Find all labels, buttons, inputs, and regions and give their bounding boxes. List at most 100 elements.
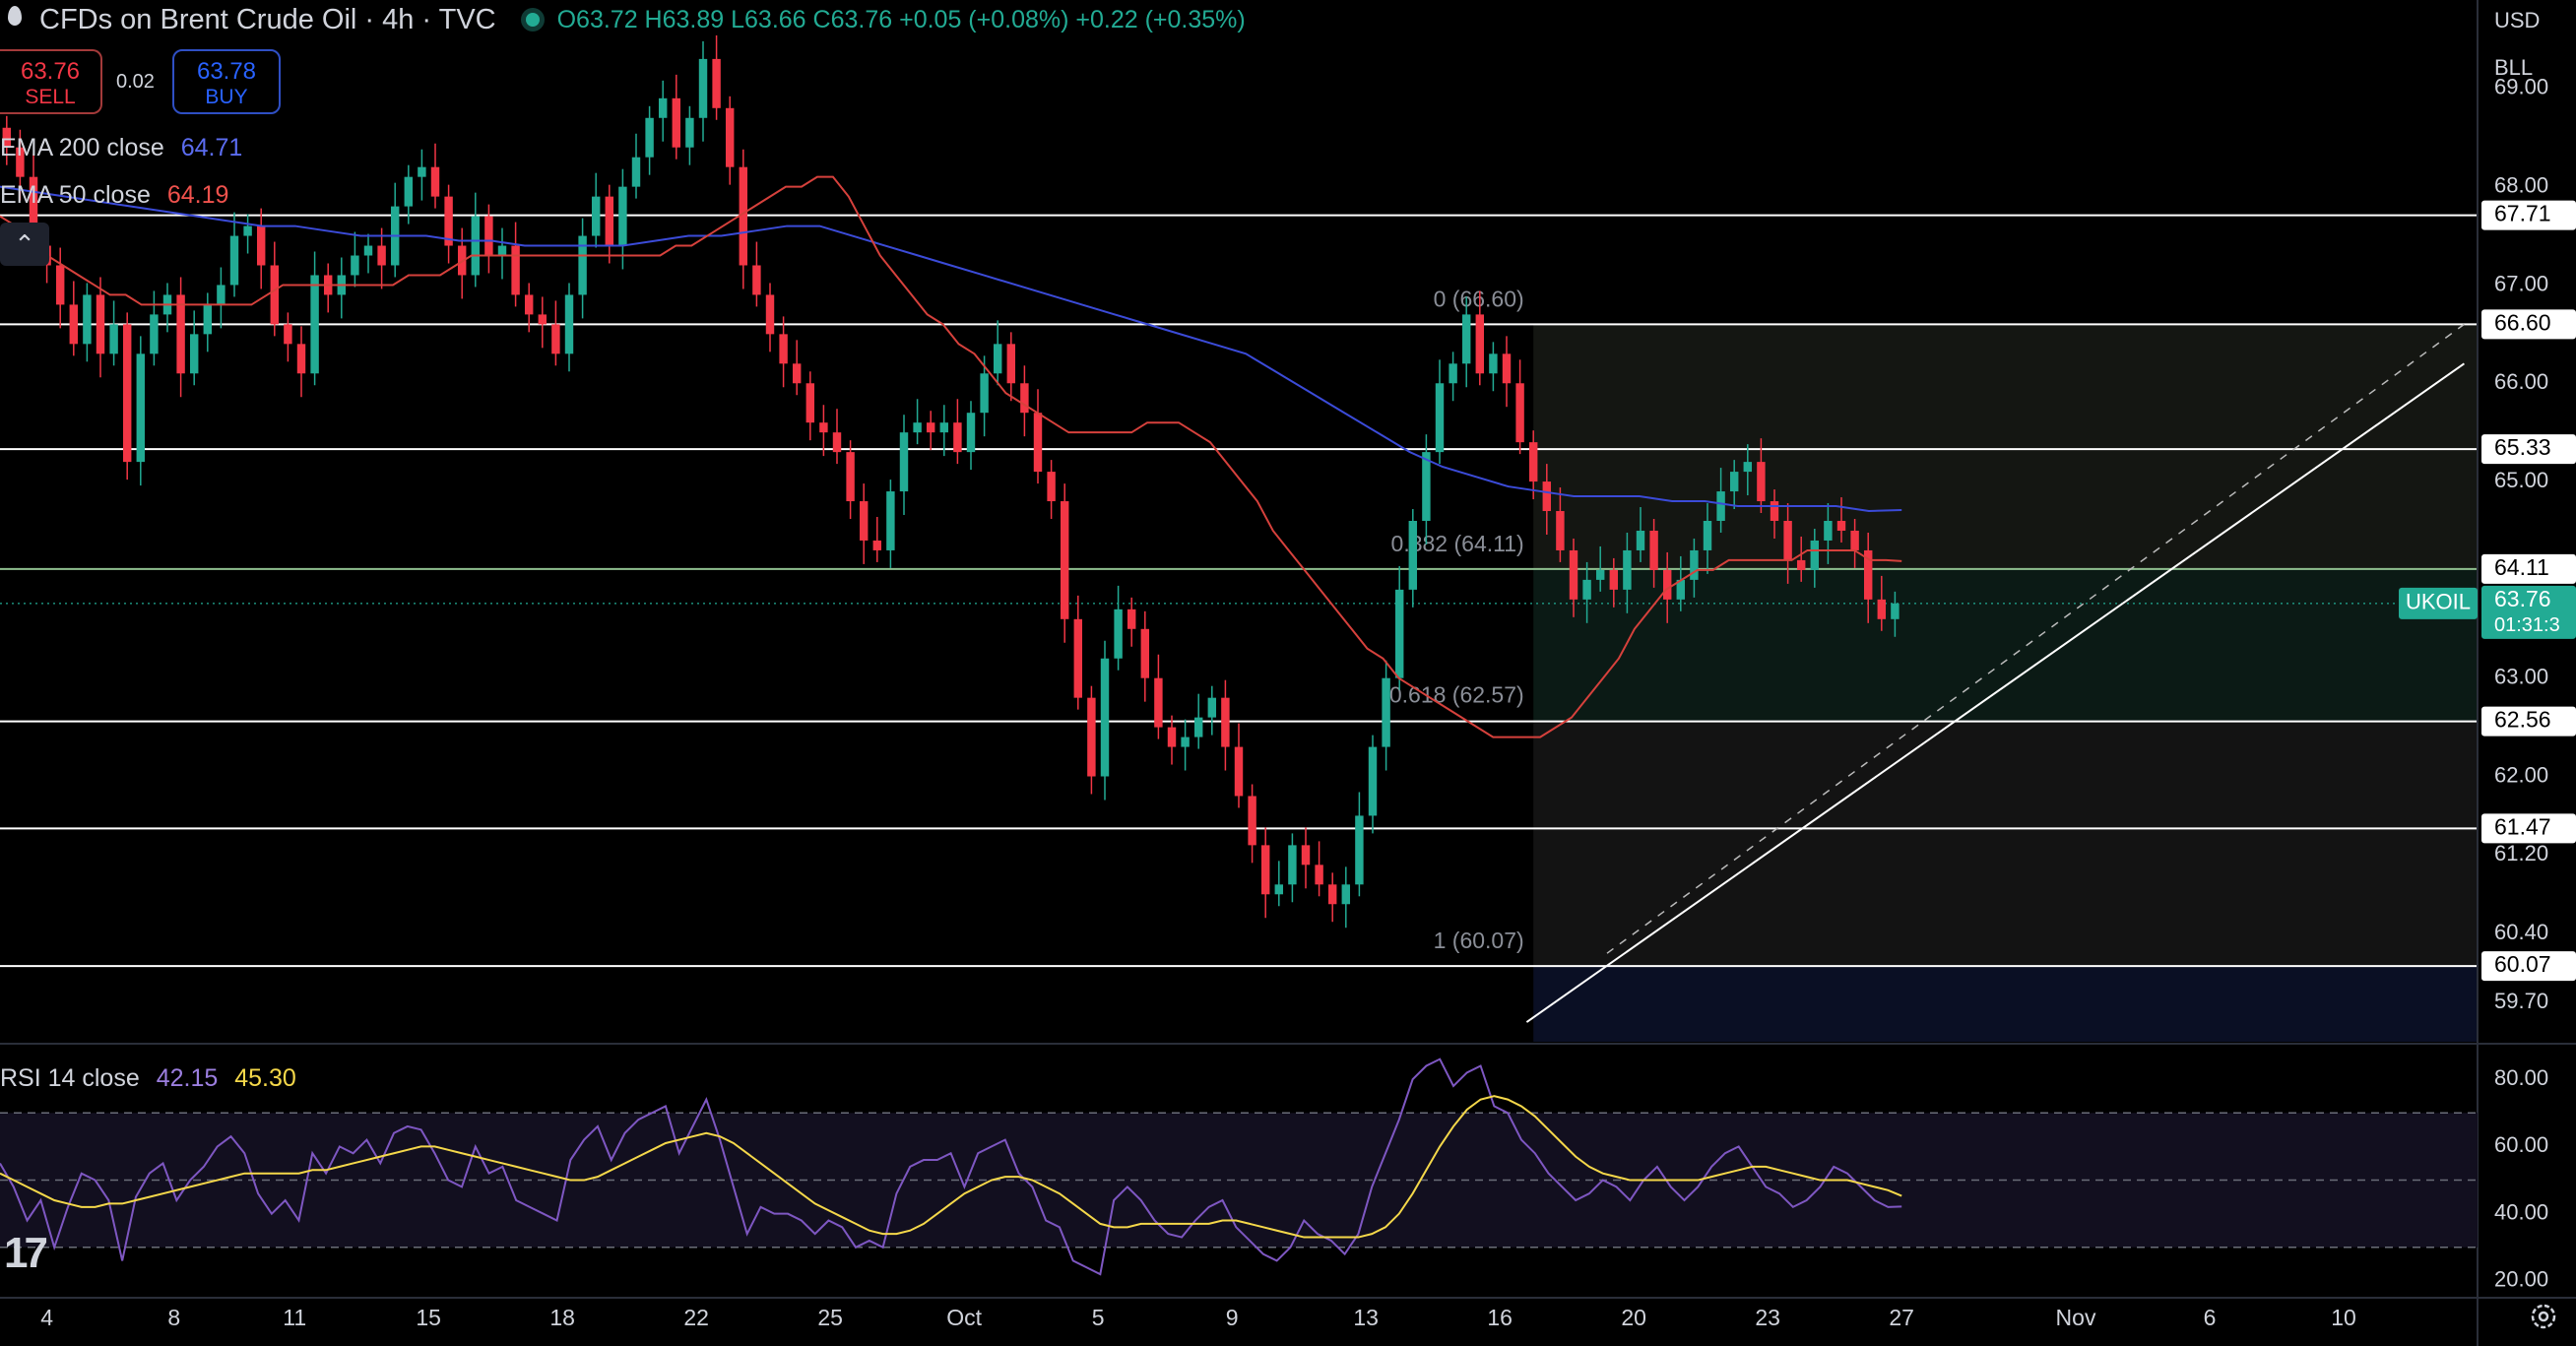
symbol-tag-bg (2399, 587, 2478, 619)
ema50-legend[interactable]: EMA 50 close 64.19 (0, 181, 228, 210)
candle-body (1020, 383, 1029, 414)
drop-icon (8, 6, 22, 26)
candle-body (1234, 746, 1244, 797)
candle-body (1556, 511, 1565, 550)
price-axis-tick: 67.00 (2494, 271, 2548, 295)
candle-body (966, 413, 976, 453)
chevron-up-icon[interactable]: ⌃ (0, 223, 49, 266)
candle-body (672, 97, 681, 148)
candle-body (685, 117, 694, 148)
candle-body (1060, 501, 1069, 619)
candle-body (1449, 363, 1457, 384)
candle-body (1435, 383, 1445, 453)
candle-body (645, 117, 654, 158)
ohlc-readout: O63.72 H63.89 L63.66 C63.76 +0.05 (+0.08… (556, 5, 1246, 33)
candle-body (805, 383, 815, 423)
candle-body (256, 225, 266, 266)
level-label-bg (2481, 309, 2576, 340)
rsi-ma-value: 45.30 (234, 1064, 296, 1092)
buy-button[interactable]: 63.78 BUY (172, 49, 281, 114)
candle-body (1248, 796, 1256, 846)
fib-zone-lower (1533, 720, 2478, 967)
candle-body (1073, 618, 1083, 698)
candle-body (430, 166, 440, 197)
time-axis-tick: 18 (549, 1305, 575, 1330)
candle-body (83, 294, 92, 345)
symbol-title[interactable]: CFDs on Brent Crude Oil · 4h · TVC (39, 3, 496, 35)
level-label-bg (2481, 553, 2576, 584)
countdown-label: 01:31:3 (2494, 614, 2560, 636)
candle-body (1207, 697, 1217, 718)
time-axis-tick: 22 (683, 1305, 709, 1330)
candle-body (497, 245, 507, 256)
candle-body (1274, 884, 1284, 895)
candle-body (1127, 609, 1136, 629)
candle-body (1891, 603, 1900, 619)
candle-body (1569, 549, 1578, 600)
candle-body (846, 452, 855, 502)
candle-body (1408, 521, 1418, 590)
candle-body (712, 58, 721, 108)
currency-label[interactable]: USD (2494, 8, 2541, 32)
candle-body (1757, 462, 1766, 502)
candle-body (1087, 697, 1096, 777)
candle-body (1288, 845, 1297, 885)
candle-body (404, 176, 414, 207)
candle-body (176, 294, 185, 374)
time-axis-tick: 4 (40, 1305, 53, 1330)
candle-body (109, 324, 118, 354)
candle-body (859, 501, 869, 541)
fib-zone-upper (1533, 324, 2478, 569)
ema200-legend[interactable]: EMA 200 close 64.71 (0, 134, 242, 162)
candle-body (524, 294, 534, 315)
time-axis-tick: 6 (2204, 1305, 2217, 1330)
candle-body (658, 97, 668, 118)
candle-body (1582, 579, 1591, 600)
candle-body (29, 176, 38, 246)
candle-body (1181, 737, 1190, 747)
candle-body (284, 324, 292, 345)
candle-body (939, 422, 949, 433)
candle-body (1368, 746, 1378, 816)
candle-body (752, 265, 761, 295)
candle-body (1542, 481, 1552, 512)
candle-body (96, 294, 105, 354)
tradingview-logo-icon[interactable]: 17 (4, 1229, 48, 1277)
candle-body (189, 334, 199, 374)
level-label-bg (2481, 434, 2576, 465)
level-label: 61.47 (2494, 813, 2551, 839)
candle-body (1221, 697, 1230, 747)
ema50-line (0, 175, 1902, 738)
candle-body (1327, 884, 1337, 905)
level-label: 65.33 (2494, 434, 2551, 460)
ema50-label: EMA 50 close (0, 181, 151, 209)
candle-body (1729, 472, 1739, 492)
level-label: 66.60 (2494, 309, 2551, 335)
candle-body (1716, 491, 1725, 521)
level-label-bg (2481, 706, 2576, 737)
fib-label: 0 (66.60) (1434, 286, 1524, 311)
sell-button[interactable]: 63.76 SELL (0, 49, 102, 114)
candle-body (819, 422, 828, 433)
unit-label[interactable]: BLL (2494, 55, 2534, 80)
candle-body (551, 324, 560, 354)
candle-body (1475, 314, 1485, 374)
candle-body (886, 491, 895, 550)
fib-label: 1 (60.07) (1434, 928, 1524, 953)
candle-body (1810, 540, 1820, 570)
candle-body (296, 344, 306, 374)
rsi-ma-line (0, 1095, 1902, 1239)
candle-body (1260, 845, 1270, 895)
level-label: 60.07 (2494, 951, 2551, 977)
rsi-legend[interactable]: RSI 14 close 42.15 45.30 (0, 1064, 296, 1093)
candle-body (418, 166, 426, 177)
sell-price: 63.76 (20, 58, 81, 85)
settings-icon[interactable] (2529, 1302, 2558, 1331)
spread-value: 0.02 (116, 71, 155, 93)
candle-body (203, 304, 213, 335)
last-price-label: 63.76 (2494, 586, 2551, 611)
candle-body (1341, 884, 1351, 905)
rsi-axis-tick: 20.00 (2494, 1267, 2548, 1292)
time-axis-tick: Nov (2056, 1305, 2096, 1330)
